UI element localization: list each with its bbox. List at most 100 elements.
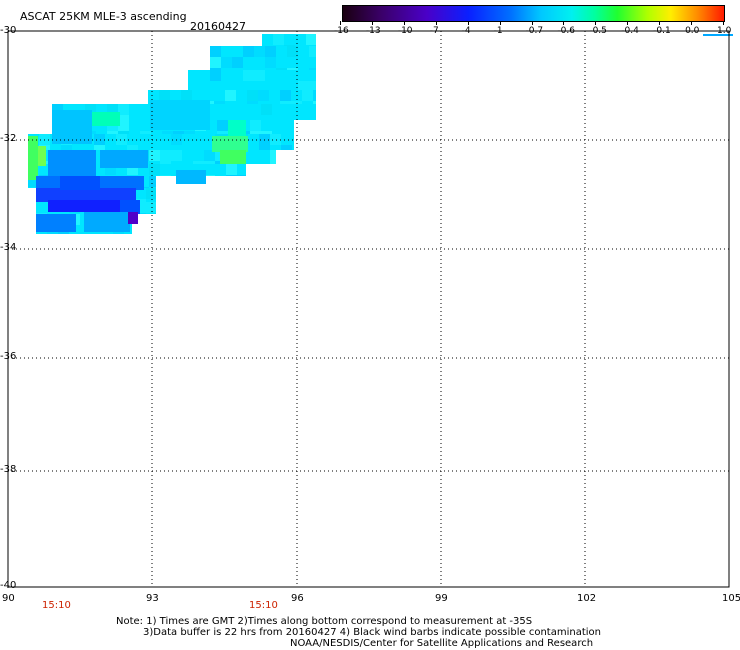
swath-cell: [150, 100, 210, 130]
map-date: 20160427: [190, 20, 246, 33]
swath-cell: [85, 104, 96, 115]
swath-cell: [259, 145, 270, 150]
swath-cell: [309, 81, 316, 90]
swath-cell: [160, 175, 171, 176]
swath-cell: [273, 34, 284, 45]
swath-cell: [225, 90, 236, 101]
swath-cell: [184, 131, 195, 134]
swath-cell: [116, 134, 127, 145]
swath-cell: [107, 131, 118, 134]
swath-cell: [270, 150, 276, 161]
note-line-3: NOAA/NESDIS/Center for Satellite Applica…: [290, 638, 594, 649]
swath-cell: [160, 150, 171, 161]
colorbar-tick: [435, 21, 437, 25]
colorbar-tick: [499, 21, 501, 25]
colorbar: [342, 5, 725, 22]
swath-cell: [210, 68, 221, 70]
colorbar-tick: [403, 21, 405, 25]
swath-cell: [261, 131, 272, 134]
swath-cell: [135, 213, 146, 214]
swath-cell: [228, 120, 246, 136]
y-label-34: -34: [0, 242, 17, 253]
swath-cell: [313, 101, 316, 104]
swath-cell: [171, 150, 182, 161]
swath-cell: [287, 68, 298, 70]
swath-cell: [265, 57, 276, 68]
y-label-40: -40: [0, 580, 17, 591]
colorbar-tick: [595, 21, 597, 25]
swath-cell: [127, 145, 138, 150]
colorbar-tick: [467, 21, 469, 25]
swath-cell: [159, 90, 170, 101]
swath-cell: [237, 175, 246, 176]
swath-cell: [48, 150, 96, 176]
swath-cell: [306, 34, 316, 45]
swath-cell: [181, 90, 192, 101]
swath-cell: [120, 200, 140, 214]
swath-cell: [217, 120, 228, 131]
swath-cell: [210, 70, 221, 81]
swath-cell: [280, 101, 291, 104]
swath-cell: [160, 161, 171, 164]
swath-cell: [291, 101, 302, 104]
swath-cell: [28, 136, 38, 180]
swath-cell: [210, 57, 221, 68]
swath-cell: [36, 214, 76, 232]
swath-cell: [204, 161, 215, 164]
swath-cell: [243, 70, 254, 81]
swath-cell: [221, 57, 232, 68]
x-label-105: 105: [722, 593, 740, 604]
swath-cell: [48, 200, 130, 212]
swath-cell: [250, 131, 261, 134]
swath-cell: [38, 146, 46, 166]
swath-cell: [84, 212, 130, 232]
swath-cell: [52, 110, 92, 144]
colorbar-tick: [531, 21, 533, 25]
swath-cell: [313, 90, 316, 101]
x-label-102: 102: [577, 593, 597, 604]
colorbar-tick: [371, 21, 373, 25]
time-label-right: 15:10: [249, 600, 278, 611]
colorbar-tick: [627, 21, 629, 25]
swath-cell: [280, 90, 291, 101]
y-label-38: -38: [0, 464, 17, 475]
swath-cell: [204, 150, 215, 161]
x-label-99: 99: [435, 593, 448, 604]
colorbar-tick: [340, 21, 341, 25]
swath-cell: [149, 176, 156, 187]
y-label-36: -36: [0, 351, 17, 362]
swath-cell: [217, 131, 228, 134]
swath-cell: [135, 199, 146, 202]
y-label-30: -30: [0, 25, 17, 36]
swath-cell: [107, 104, 118, 115]
swath-cell: [94, 134, 105, 145]
swath-cell: [258, 90, 269, 101]
swath-cell: [247, 90, 258, 101]
swath-cell: [118, 104, 129, 115]
swath-cell: [36, 213, 47, 214]
swath-cell: [281, 145, 292, 150]
swath-cell: [309, 68, 316, 70]
map-frame: [7, 30, 730, 588]
wind-data-cells: [28, 34, 316, 234]
swath-cell: [176, 170, 206, 184]
swath-cell: [146, 202, 156, 213]
swath-cell: [254, 46, 265, 57]
swath-cell: [276, 68, 287, 70]
swath-cell: [287, 46, 298, 57]
swath-cell: [302, 90, 313, 101]
swath-cell: [247, 101, 258, 104]
swath-cell: [100, 150, 148, 168]
swath-cell: [243, 46, 254, 57]
swath-cell: [265, 46, 276, 57]
swath-cell: [135, 202, 146, 213]
swath-cell: [118, 115, 129, 120]
swath-cell: [212, 136, 248, 152]
swath-cell: [193, 161, 204, 164]
swath-cell: [28, 176, 39, 187]
swath-cell: [210, 46, 221, 57]
note-line-1: Note: 1) Times are GMT 2)Times along bot…: [116, 616, 533, 627]
swath-cell: [162, 131, 173, 134]
swath-cell: [204, 175, 215, 176]
